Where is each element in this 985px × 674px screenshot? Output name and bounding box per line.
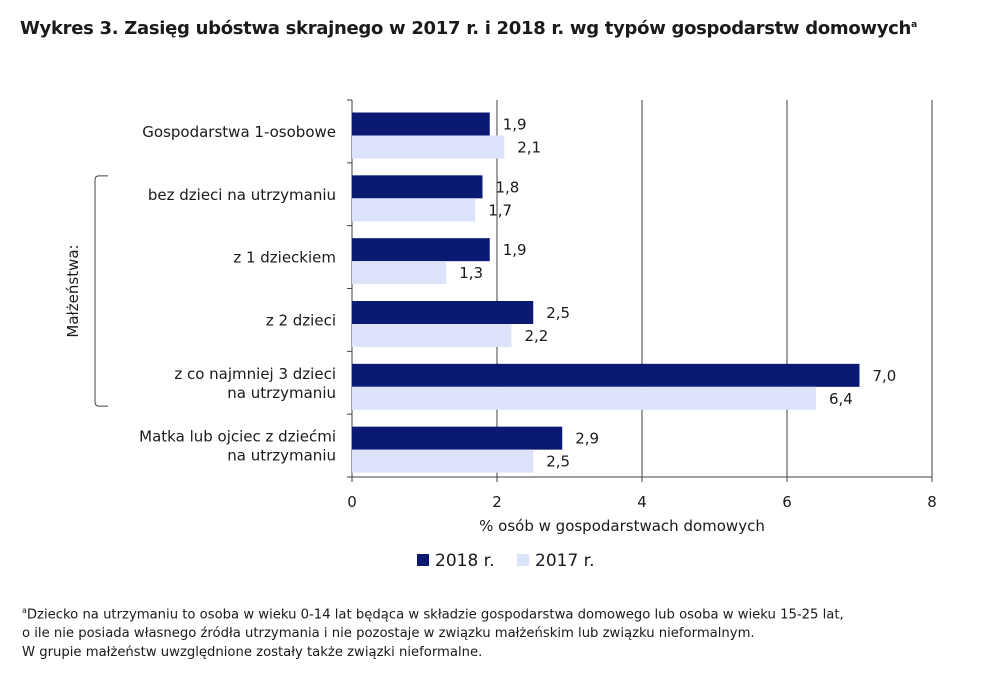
x-tick-label-3: 6 xyxy=(782,493,792,511)
x-tick-label-0: 0 xyxy=(347,493,357,511)
bar-2017-2 xyxy=(352,261,447,285)
bar-2018-2 xyxy=(352,238,490,262)
category-label-5-line-1: na utrzymaniu xyxy=(227,447,336,465)
legend-label-2017: 2017 r. xyxy=(535,551,595,571)
legend-label-2018: 2018 r. xyxy=(435,551,495,571)
x-axis-label: % osób w gospodarstwach domowych xyxy=(479,517,765,535)
data-label-2018-1: 1,8 xyxy=(496,178,520,196)
data-label-2018-5: 2,9 xyxy=(575,430,599,448)
x-tick-label-2: 4 xyxy=(637,493,647,511)
category-label-3: z 2 dzieci xyxy=(266,311,336,329)
group-bracket xyxy=(94,175,108,407)
data-label-2017-1: 1,7 xyxy=(488,201,512,219)
footnote: aDziecko na utrzymaniu to osoba w wieku … xyxy=(22,601,844,662)
bar-2017-3 xyxy=(352,324,512,347)
category-label-1: bez dzieci na utrzymaniu xyxy=(148,186,336,204)
data-label-2017-3: 2,2 xyxy=(525,327,549,345)
bar-2018-0 xyxy=(352,112,490,136)
bar-2018-5 xyxy=(352,426,563,450)
category-label-2: z 1 dzieckiem xyxy=(233,249,336,267)
footnote-marker: a xyxy=(22,606,27,615)
data-label-2017-2: 1,3 xyxy=(459,264,483,282)
group-label: Małżeństwa: xyxy=(64,244,82,337)
data-label-2018-4: 7,0 xyxy=(873,367,897,385)
bar-2018-4 xyxy=(352,363,860,387)
chart-title-text: Wykres 3. Zasięg ubóstwa skrajnego w 201… xyxy=(20,18,912,39)
footnote-line-3: W grupie małżeństw uwzględnione zostały … xyxy=(22,645,483,661)
bar-2017-0 xyxy=(352,135,505,159)
data-label-2018-2: 1,9 xyxy=(503,241,527,259)
category-label-4-line-0: z co najmniej 3 dzieci xyxy=(174,365,336,383)
title-footnote-marker: a xyxy=(911,20,917,30)
data-label-2017-0: 2,1 xyxy=(517,139,541,157)
bar-chart: 0 2 4 6 8 % osób w gospodarstwach domowych 1,9… xyxy=(64,99,937,571)
chart-title: Wykres 3. Zasięg ubóstwa skrajnego w 201… xyxy=(20,18,917,39)
x-tick-label-4: 8 xyxy=(927,493,937,511)
footnote-line-1: aDziecko na utrzymaniu to osoba w wieku … xyxy=(22,601,844,624)
legend-swatch-2017 xyxy=(517,554,529,566)
data-label-2018-0: 1,9 xyxy=(503,116,527,134)
bar-2017-4 xyxy=(352,386,816,410)
category-label-4-line-1: na utrzymaniu xyxy=(227,384,336,402)
footnote-line-1-text: Dziecko na utrzymaniu to osoba w wieku 0… xyxy=(26,607,844,623)
bar-2018-3 xyxy=(352,301,534,324)
x-tick-label-1: 2 xyxy=(492,493,502,511)
data-label-2017-5: 2,5 xyxy=(546,453,570,471)
data-label-2018-3: 2,5 xyxy=(546,304,570,322)
bar-2017-1 xyxy=(352,198,476,222)
category-label-0: Gospodarstwa 1-osobowe xyxy=(142,123,336,141)
bar-2018-1 xyxy=(352,175,483,199)
bar-2017-5 xyxy=(352,449,534,473)
footnote-line-2: o ile nie posiada własnego źródła utrzym… xyxy=(22,626,755,642)
legend-swatch-2018 xyxy=(417,554,429,566)
data-label-2017-4: 6,4 xyxy=(829,390,853,408)
category-label-5-line-0: Matka lub ojciec z dziećmi xyxy=(139,428,336,446)
